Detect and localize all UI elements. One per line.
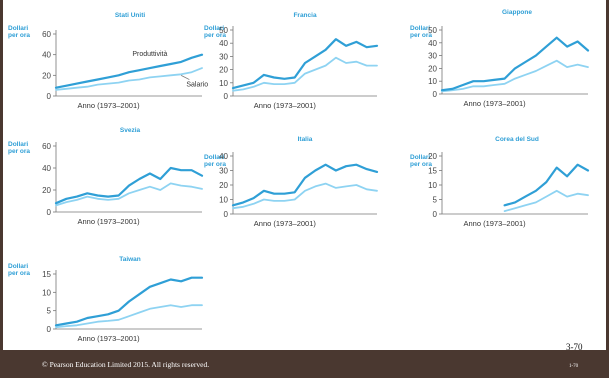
x-axis-label: Anno (1973–2001): [463, 99, 526, 108]
slide-number: 3-70: [566, 342, 583, 352]
wage-series-line: [232, 56, 378, 92]
y-tick-label: 10: [219, 79, 228, 88]
y-tick-label: 10: [219, 196, 228, 205]
y-tick-label: 20: [219, 66, 228, 75]
y-tick-label: 20: [428, 64, 437, 73]
slide-number-small: 1-70: [569, 364, 579, 369]
chart-title: Giappone: [502, 9, 532, 16]
y-tick-label: 0: [433, 210, 438, 219]
y-axis-label-line1: Dollari: [410, 25, 430, 32]
y-tick-label: 0: [47, 325, 52, 334]
y-axis-label-line1: Dollari: [8, 141, 28, 148]
y-tick-label: 0: [47, 208, 52, 217]
y-axis-label-line1: Dollari: [204, 25, 224, 32]
x-axis-label: Anno (1973–2001): [463, 219, 526, 228]
chart-title: Francia: [293, 12, 317, 19]
productivity-series-line: [231, 163, 379, 207]
y-tick-label: 60: [42, 30, 51, 39]
chart-title: Corea del Sud: [495, 136, 539, 143]
wage-series-line: [232, 182, 378, 210]
y-axis-label-line2: per ora: [410, 161, 432, 168]
y-tick-label: 30: [219, 167, 228, 176]
y-tick-label: 60: [42, 142, 51, 151]
y-axis-label-line2: per ora: [410, 32, 432, 39]
y-tick-label: 20: [42, 186, 51, 195]
x-axis-label: Anno (1973–2001): [254, 101, 317, 110]
y-axis-label-line1: Dollari: [8, 25, 28, 32]
y-axis-label-line2: per ora: [204, 32, 226, 39]
y-tick-label: 10: [428, 181, 437, 190]
y-tick-label: 40: [428, 39, 437, 48]
y-tick-label: 30: [428, 52, 437, 61]
wage-series-line: [55, 304, 203, 329]
x-axis-label: Anno (1973–2001): [77, 217, 140, 226]
wage-series-line: [55, 182, 203, 207]
annotation-salario: Salario: [186, 82, 208, 89]
productivity-series-line: [440, 36, 590, 92]
y-tick-label: 15: [428, 167, 437, 176]
annotation-productivity: Produttività: [132, 51, 167, 58]
y-tick-label: 40: [42, 51, 51, 60]
y-tick-label: 5: [433, 196, 438, 205]
x-axis-label: Anno (1973–2001): [254, 219, 317, 228]
chart-title: Svezia: [120, 127, 141, 134]
y-tick-label: 0: [224, 210, 229, 219]
y-axis-label-line1: Dollari: [204, 154, 224, 161]
y-tick-label: 20: [428, 152, 437, 161]
y-tick-label: 10: [42, 288, 51, 297]
y-axis-label-line1: Dollari: [8, 263, 28, 270]
chart-title: Taiwan: [119, 256, 141, 263]
y-tick-label: 10: [428, 77, 437, 86]
y-tick-label: 0: [433, 90, 438, 99]
footer-bar: © Pearson Education Limited 2015. All ri…: [0, 342, 609, 378]
wage-series-line: [503, 189, 589, 213]
productivity-series-line: [503, 163, 590, 207]
y-axis-label-line2: per ora: [204, 161, 226, 168]
copyright-text: © Pearson Education Limited 2015. All ri…: [42, 360, 210, 369]
productivity-series-line: [54, 53, 204, 89]
y-axis-label-line2: per ora: [8, 32, 30, 39]
wage-series-line: [441, 59, 589, 93]
y-tick-label: 40: [219, 152, 228, 161]
frame-right-border: [606, 0, 609, 378]
x-axis-label: Anno (1973–2001): [77, 101, 140, 110]
chart-title: Stati Uniti: [115, 12, 146, 19]
y-tick-label: 20: [219, 181, 228, 190]
x-axis-label: Anno (1973–2001): [77, 334, 140, 343]
y-tick-label: 15: [42, 270, 51, 279]
y-tick-label: 0: [224, 92, 229, 101]
annotation-leader-line: [180, 74, 190, 80]
y-axis-label-line2: per ora: [8, 148, 30, 155]
y-axis-label-line2: per ora: [8, 270, 30, 277]
productivity-series-line: [54, 276, 204, 327]
y-tick-label: 40: [219, 39, 228, 48]
y-tick-label: 5: [47, 307, 52, 316]
y-axis-label-line1: Dollari: [410, 154, 430, 161]
y-tick-label: 50: [219, 26, 228, 35]
frame-left-border: [0, 0, 3, 378]
y-tick-label: 20: [42, 71, 51, 80]
y-tick-label: 30: [219, 52, 228, 61]
chart-title: Italia: [298, 136, 313, 143]
productivity-series-line: [54, 166, 204, 205]
y-tick-label: 0: [47, 92, 52, 101]
y-tick-label: 50: [428, 26, 437, 35]
wage-series-line: [55, 67, 203, 91]
y-tick-label: 40: [42, 164, 51, 173]
productivity-series-line: [231, 38, 379, 90]
